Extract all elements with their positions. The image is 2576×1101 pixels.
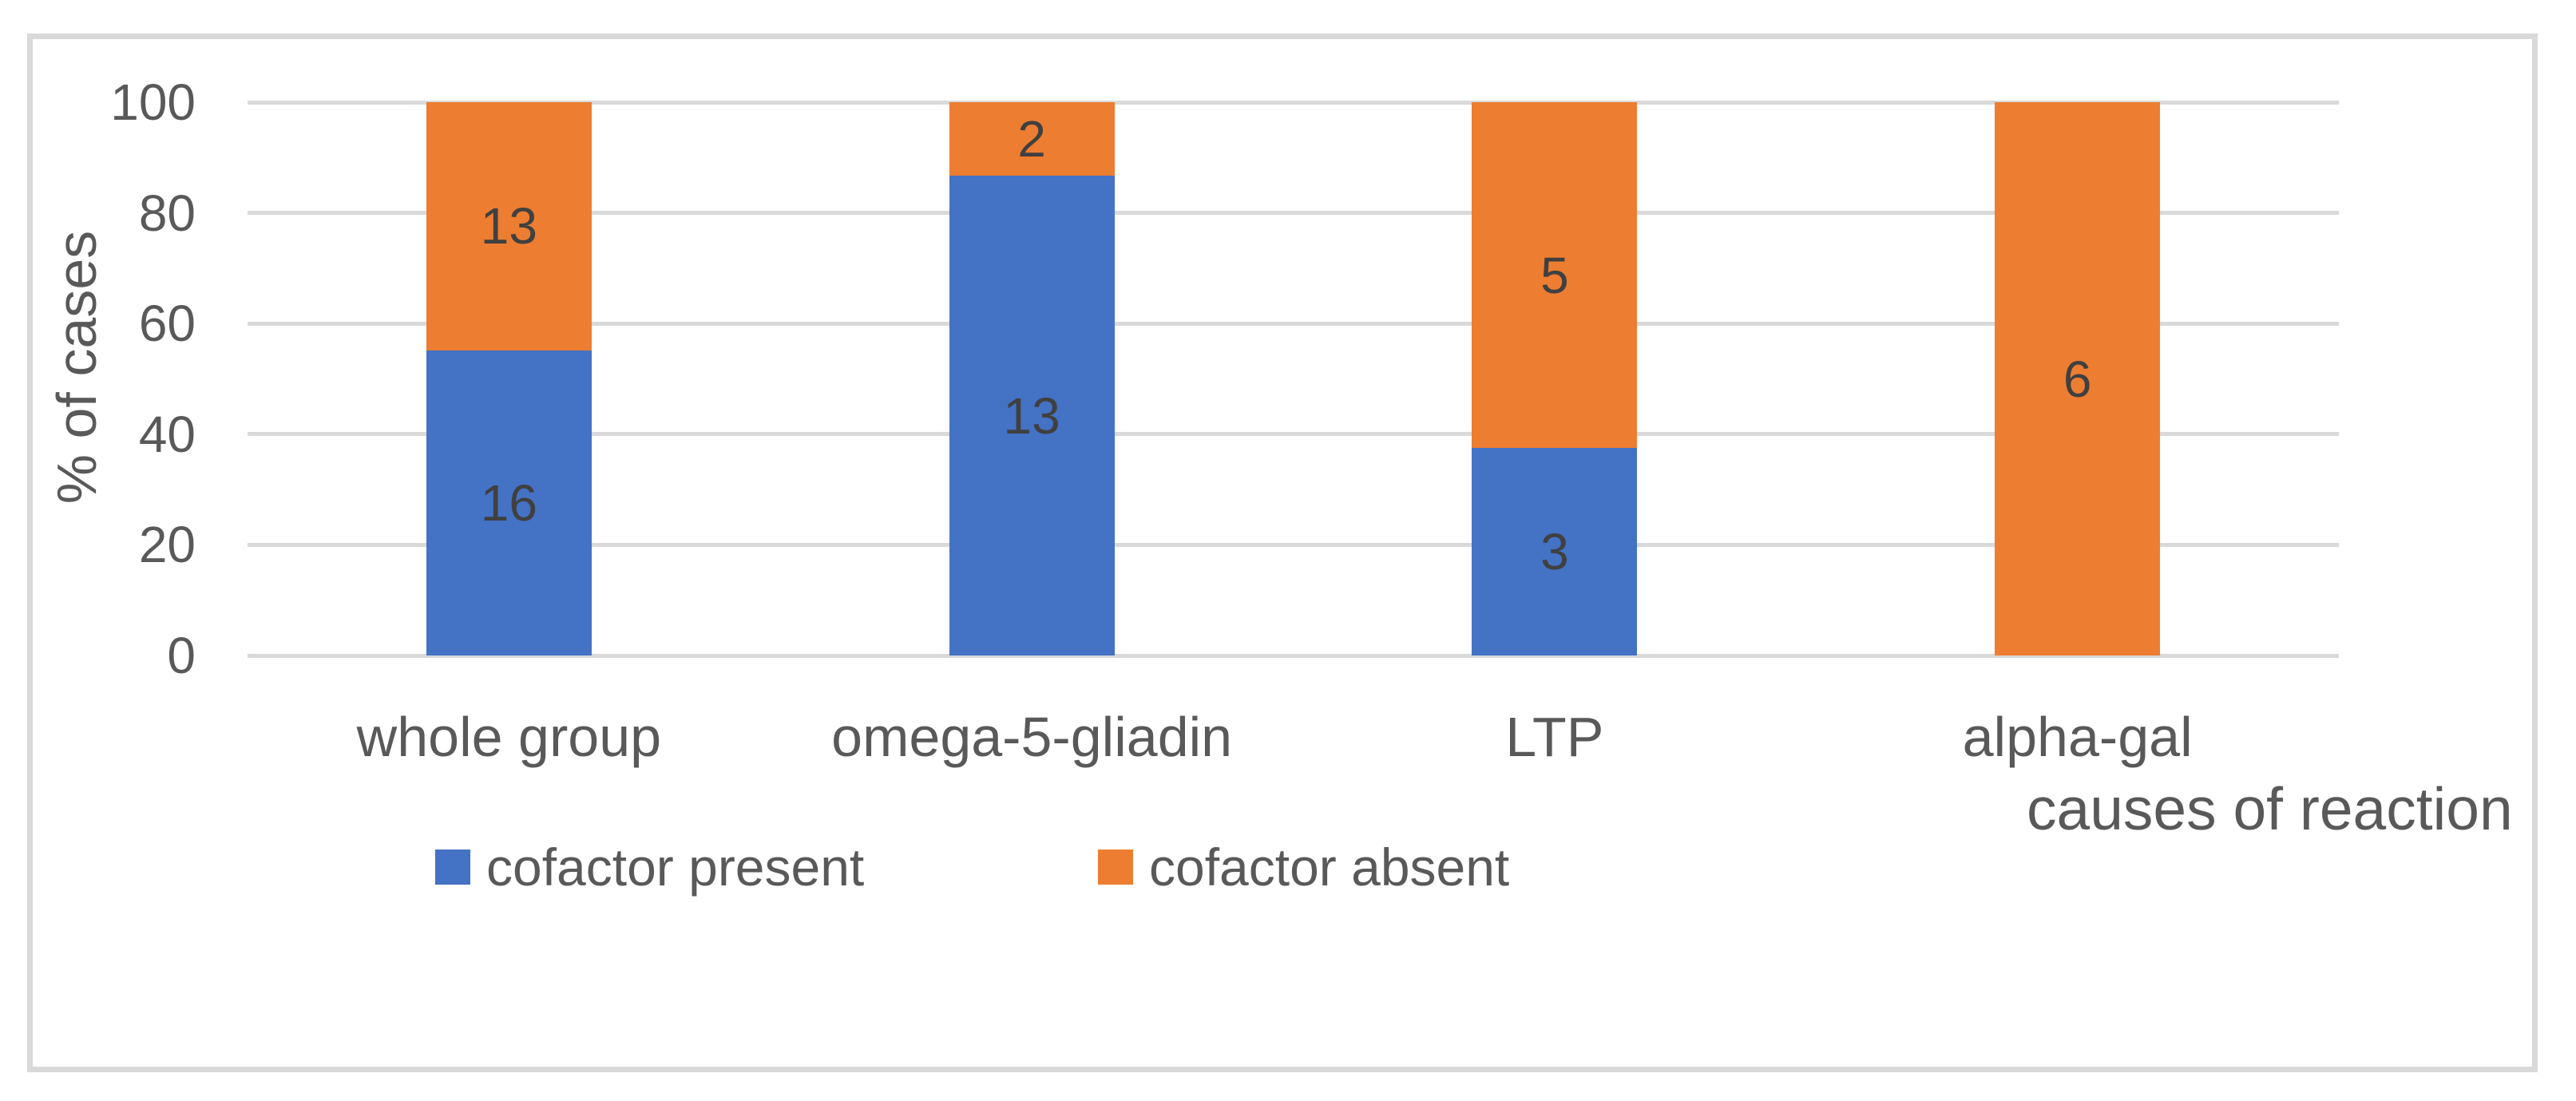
y-tick-label: 60: [138, 295, 196, 353]
bar-data-label: 5: [1540, 246, 1569, 304]
legend-swatch: [435, 850, 470, 885]
bar-data-label: 6: [2063, 350, 2092, 408]
gridline: [248, 100, 2339, 105]
gridline: [248, 653, 2339, 658]
gridline: [248, 432, 2339, 437]
bar-segment-omega-5-gliadin-cofactor-absent: [949, 102, 1115, 176]
chart-frame-border: [27, 34, 2538, 1072]
bar-data-label: 2: [1017, 110, 1046, 168]
bar-segment-alpha-gal-cofactor-absent: [1995, 102, 2161, 655]
y-tick-label: 100: [110, 73, 196, 131]
y-tick-label: 20: [138, 516, 196, 574]
y-tick-label: 80: [138, 184, 196, 242]
legend-item-cofactor-present: cofactor present: [435, 838, 865, 897]
bar-segment-ltp-cofactor-present: [1472, 448, 1638, 655]
y-tick-label: 0: [167, 627, 196, 684]
x-category-label: LTP: [1505, 706, 1604, 768]
bar-segment-omega-5-gliadin-cofactor-present: [949, 176, 1115, 655]
bar-segment-whole-group-cofactor-absent: [426, 102, 592, 350]
bar-segment-whole-group-cofactor-present: [426, 350, 592, 655]
legend-label: cofactor absent: [1149, 838, 1510, 897]
x-category-label: alpha-gal: [1962, 706, 2193, 768]
legend-label: cofactor present: [486, 838, 865, 897]
gridline: [248, 321, 2339, 326]
bar-segment-ltp-cofactor-absent: [1472, 102, 1638, 449]
bar-data-label: 13: [480, 197, 537, 255]
gridline: [248, 542, 2339, 547]
bar-data-label: 13: [1003, 386, 1060, 445]
legend-item-cofactor-absent: cofactor absent: [1098, 838, 1510, 897]
x-category-label: whole group: [356, 706, 662, 768]
x-category-label: omega-5-gliadin: [831, 706, 1233, 768]
y-tick-label: 40: [138, 405, 196, 463]
gridline: [248, 211, 2339, 216]
bar-data-label: 3: [1540, 523, 1569, 581]
x-axis-title: causes of reaction: [2027, 775, 2513, 842]
bar-data-label: 16: [480, 473, 537, 532]
legend-swatch: [1098, 850, 1133, 885]
y-axis-title: % of cases: [46, 230, 108, 505]
